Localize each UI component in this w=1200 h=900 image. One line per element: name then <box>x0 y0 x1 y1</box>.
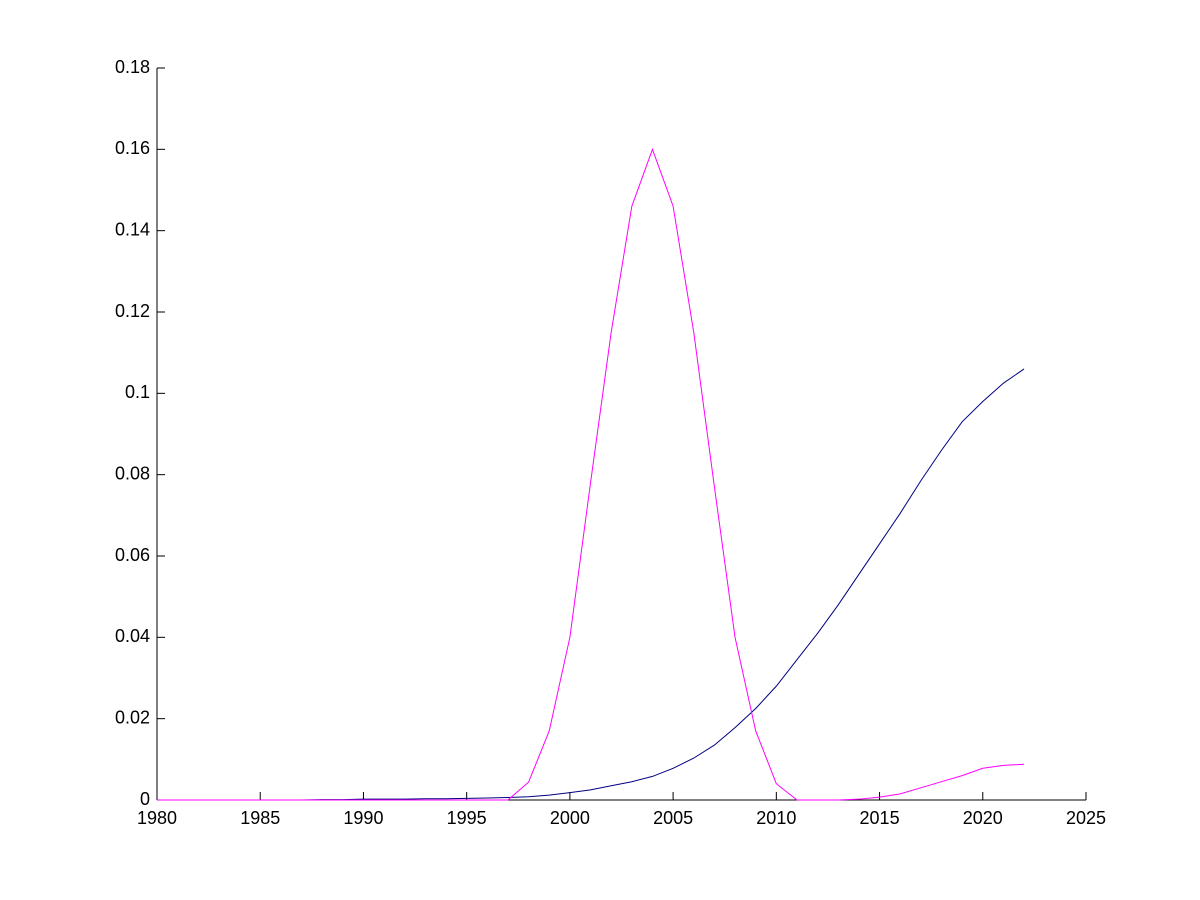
y-tick-label: 0.1 <box>125 382 150 402</box>
x-tick-label: 1985 <box>240 808 280 828</box>
series-line <box>157 147 1025 801</box>
y-tick-label: 0.12 <box>115 301 150 321</box>
x-tick-label: 2000 <box>550 808 590 828</box>
y-tick-label: 0.04 <box>115 626 150 646</box>
y-tick-label: 0 <box>140 789 150 809</box>
x-tick-label: 2015 <box>860 808 900 828</box>
y-tick-label: 0.16 <box>115 138 150 158</box>
y-tick-label: 0.18 <box>115 57 150 77</box>
x-tick-label: 1995 <box>447 808 487 828</box>
y-tick-label: 0.14 <box>115 219 150 239</box>
series-line <box>157 368 1025 801</box>
x-tick-label: 2010 <box>756 808 796 828</box>
y-tick-label: 0.08 <box>115 463 150 483</box>
x-tick-label: 2020 <box>963 808 1003 828</box>
y-tick-label: 0.02 <box>115 707 150 727</box>
x-tick-label: 1990 <box>343 808 383 828</box>
y-tick-label: 0.06 <box>115 545 150 565</box>
x-tick-label: 2005 <box>653 808 693 828</box>
x-tick-label: 2025 <box>1066 808 1106 828</box>
x-tick-label: 1980 <box>137 808 177 828</box>
